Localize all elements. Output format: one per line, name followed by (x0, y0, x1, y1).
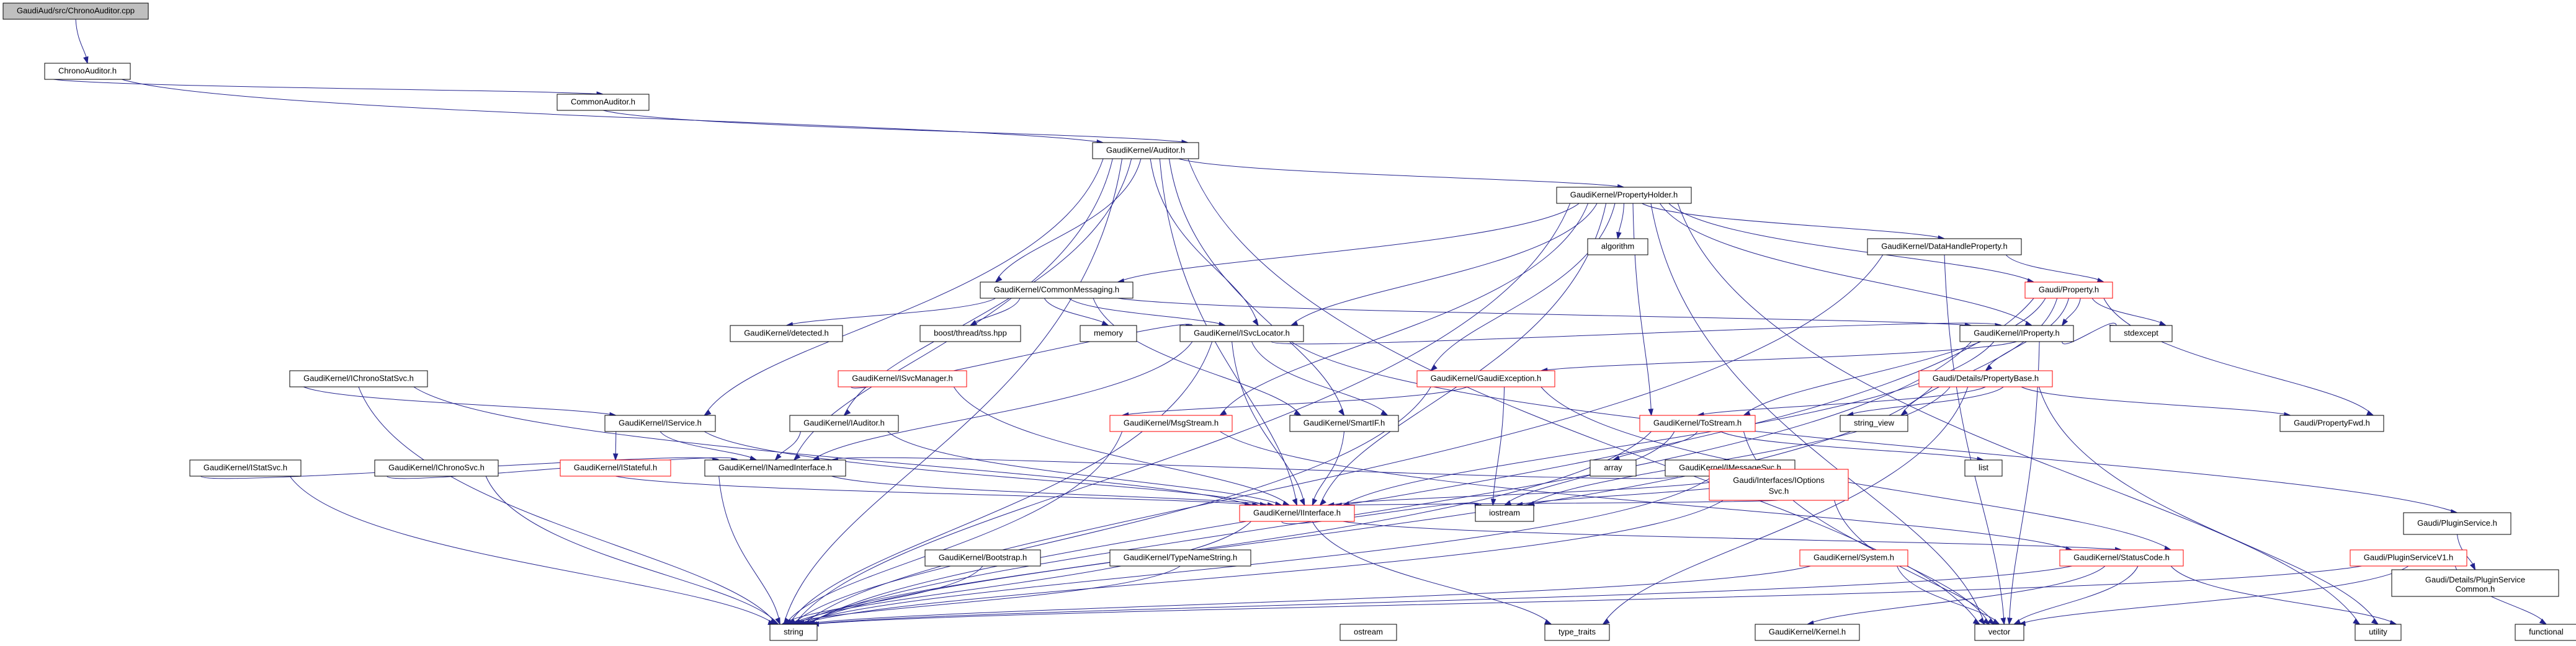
svg-text:boost/thread/tss.hpp: boost/thread/tss.hpp (934, 328, 1007, 337)
svg-text:GaudiKernel/IChronoStatSvc.h: GaudiKernel/IChronoStatSvc.h (303, 373, 414, 383)
svg-text:GaudiKernel/ISvcManager.h: GaudiKernel/ISvcManager.h (852, 373, 953, 383)
svg-text:Gaudi/PluginServiceV1.h: Gaudi/PluginServiceV1.h (2364, 552, 2454, 562)
svg-text:GaudiKernel/IService.h: GaudiKernel/IService.h (619, 418, 702, 427)
svg-text:GaudiKernel/IAuditor.h: GaudiKernel/IAuditor.h (803, 418, 885, 427)
svg-text:GaudiKernel/DataHandleProperty: GaudiKernel/DataHandleProperty.h (1881, 241, 2008, 250)
svg-text:Svc.h: Svc.h (1769, 486, 1789, 495)
svg-text:GaudiAud/src/ChronoAuditor.cpp: GaudiAud/src/ChronoAuditor.cpp (17, 6, 135, 15)
svg-text:string: string (784, 627, 803, 636)
svg-text:iostream: iostream (1489, 508, 1520, 517)
svg-text:stdexcept: stdexcept (2124, 328, 2158, 337)
svg-text:Gaudi/Details/PropertyBase.h: Gaudi/Details/PropertyBase.h (1933, 373, 2039, 383)
svg-text:GaudiKernel/detected.h: GaudiKernel/detected.h (744, 328, 829, 337)
svg-text:GaudiKernel/System.h: GaudiKernel/System.h (1813, 552, 1894, 562)
svg-text:array: array (1604, 462, 1622, 472)
svg-text:GaudiKernel/IProperty.h: GaudiKernel/IProperty.h (1974, 328, 2060, 337)
svg-text:Gaudi/Details/PluginService: Gaudi/Details/PluginService (2425, 575, 2525, 585)
svg-text:GaudiKernel/TypeNameString.h: GaudiKernel/TypeNameString.h (1124, 552, 1238, 562)
svg-text:GaudiKernel/SmartIF.h: GaudiKernel/SmartIF.h (1304, 418, 1385, 427)
svg-text:list: list (1979, 462, 1988, 472)
svg-text:vector: vector (1988, 627, 2011, 636)
svg-text:ChronoAuditor.h: ChronoAuditor.h (58, 66, 117, 75)
svg-text:type_traits: type_traits (1559, 627, 1596, 636)
svg-text:functional: functional (2529, 627, 2564, 636)
svg-text:GaudiKernel/IChronoSvc.h: GaudiKernel/IChronoSvc.h (388, 462, 485, 472)
svg-text:Common.h: Common.h (2456, 585, 2495, 594)
svg-text:GaudiKernel/PropertyHolder.h: GaudiKernel/PropertyHolder.h (1570, 190, 1678, 199)
svg-text:GaudiKernel/IStatSvc.h: GaudiKernel/IStatSvc.h (203, 462, 287, 472)
svg-text:utility: utility (2369, 627, 2387, 636)
svg-text:memory: memory (1094, 328, 1123, 337)
svg-text:algorithm: algorithm (1601, 241, 1634, 250)
svg-text:string_view: string_view (1854, 418, 1895, 427)
svg-text:Gaudi/Property.h: Gaudi/Property.h (2039, 285, 2099, 294)
svg-text:GaudiKernel/ISvcLocator.h: GaudiKernel/ISvcLocator.h (1194, 328, 1290, 337)
svg-text:GaudiKernel/CommonMessaging.h: GaudiKernel/CommonMessaging.h (994, 285, 1119, 294)
svg-text:GaudiKernel/IInterface.h: GaudiKernel/IInterface.h (1253, 508, 1341, 517)
svg-text:Gaudi/PluginService.h: Gaudi/PluginService.h (2417, 518, 2497, 528)
svg-text:GaudiKernel/MsgStream.h: GaudiKernel/MsgStream.h (1124, 418, 1219, 427)
svg-text:GaudiKernel/GaudiException.h: GaudiKernel/GaudiException.h (1431, 373, 1542, 383)
svg-text:GaudiKernel/INamedInterface.h: GaudiKernel/INamedInterface.h (718, 462, 832, 472)
svg-text:CommonAuditor.h: CommonAuditor.h (571, 97, 635, 106)
svg-text:GaudiKernel/Bootstrap.h: GaudiKernel/Bootstrap.h (939, 552, 1027, 562)
svg-text:ostream: ostream (1354, 627, 1383, 636)
svg-text:GaudiKernel/IStateful.h: GaudiKernel/IStateful.h (574, 462, 657, 472)
svg-text:GaudiKernel/ToStream.h: GaudiKernel/ToStream.h (1653, 418, 1742, 427)
svg-text:Gaudi/PropertyFwd.h: Gaudi/PropertyFwd.h (2294, 418, 2370, 427)
svg-text:GaudiKernel/Kernel.h: GaudiKernel/Kernel.h (1769, 627, 1846, 636)
svg-text:GaudiKernel/StatusCode.h: GaudiKernel/StatusCode.h (2073, 552, 2170, 562)
svg-text:Gaudi/Interfaces/IOptions: Gaudi/Interfaces/IOptions (1733, 476, 1825, 485)
svg-text:GaudiKernel/Auditor.h: GaudiKernel/Auditor.h (1106, 145, 1185, 154)
